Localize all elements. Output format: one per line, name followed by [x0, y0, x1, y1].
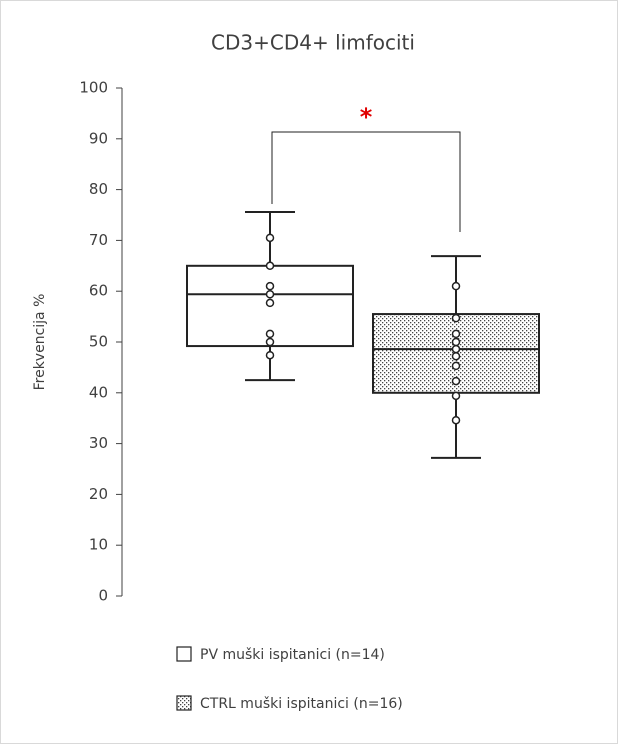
data-point [451, 361, 461, 371]
data-point [265, 337, 275, 347]
data-point [265, 329, 275, 339]
y-tick-label: 10 [89, 536, 108, 554]
data-point [265, 261, 275, 271]
data-point [451, 313, 461, 323]
y-tick-label: 100 [79, 79, 108, 97]
data-point [451, 351, 461, 361]
y-tick-label: 90 [89, 129, 108, 147]
y-tick-label: 80 [89, 180, 108, 198]
y-tick-label: 20 [89, 485, 108, 503]
significance-bracket [271, 131, 461, 232]
legend-swatch [176, 646, 192, 662]
data-point [451, 391, 461, 401]
y-tick-label: 60 [89, 282, 108, 300]
y-tick-label: 0 [98, 587, 108, 605]
y-tick-label: 40 [89, 383, 108, 401]
y-tick-label: 30 [89, 434, 108, 452]
legend-label: PV muški ispitanici (n=14) [200, 647, 385, 663]
data-point [451, 329, 461, 339]
data-point [265, 289, 275, 299]
data-point [451, 415, 461, 425]
data-point [451, 337, 461, 347]
data-point [451, 344, 461, 354]
annotation: * [360, 103, 373, 131]
data-point [451, 281, 461, 291]
y-axis-label: Frekvencija % [32, 294, 48, 391]
y-tick-label: 70 [89, 231, 108, 249]
y-tick-label: 50 [89, 333, 108, 351]
data-point [451, 376, 461, 386]
data-point [265, 281, 275, 291]
legend-swatch [176, 695, 192, 711]
legend-label: CTRL muški ispitanici (n=16) [200, 696, 403, 712]
data-point [265, 298, 275, 308]
data-point [265, 233, 275, 243]
data-point [265, 350, 275, 360]
chart-title: CD3+CD4+ limfociti [211, 31, 415, 55]
